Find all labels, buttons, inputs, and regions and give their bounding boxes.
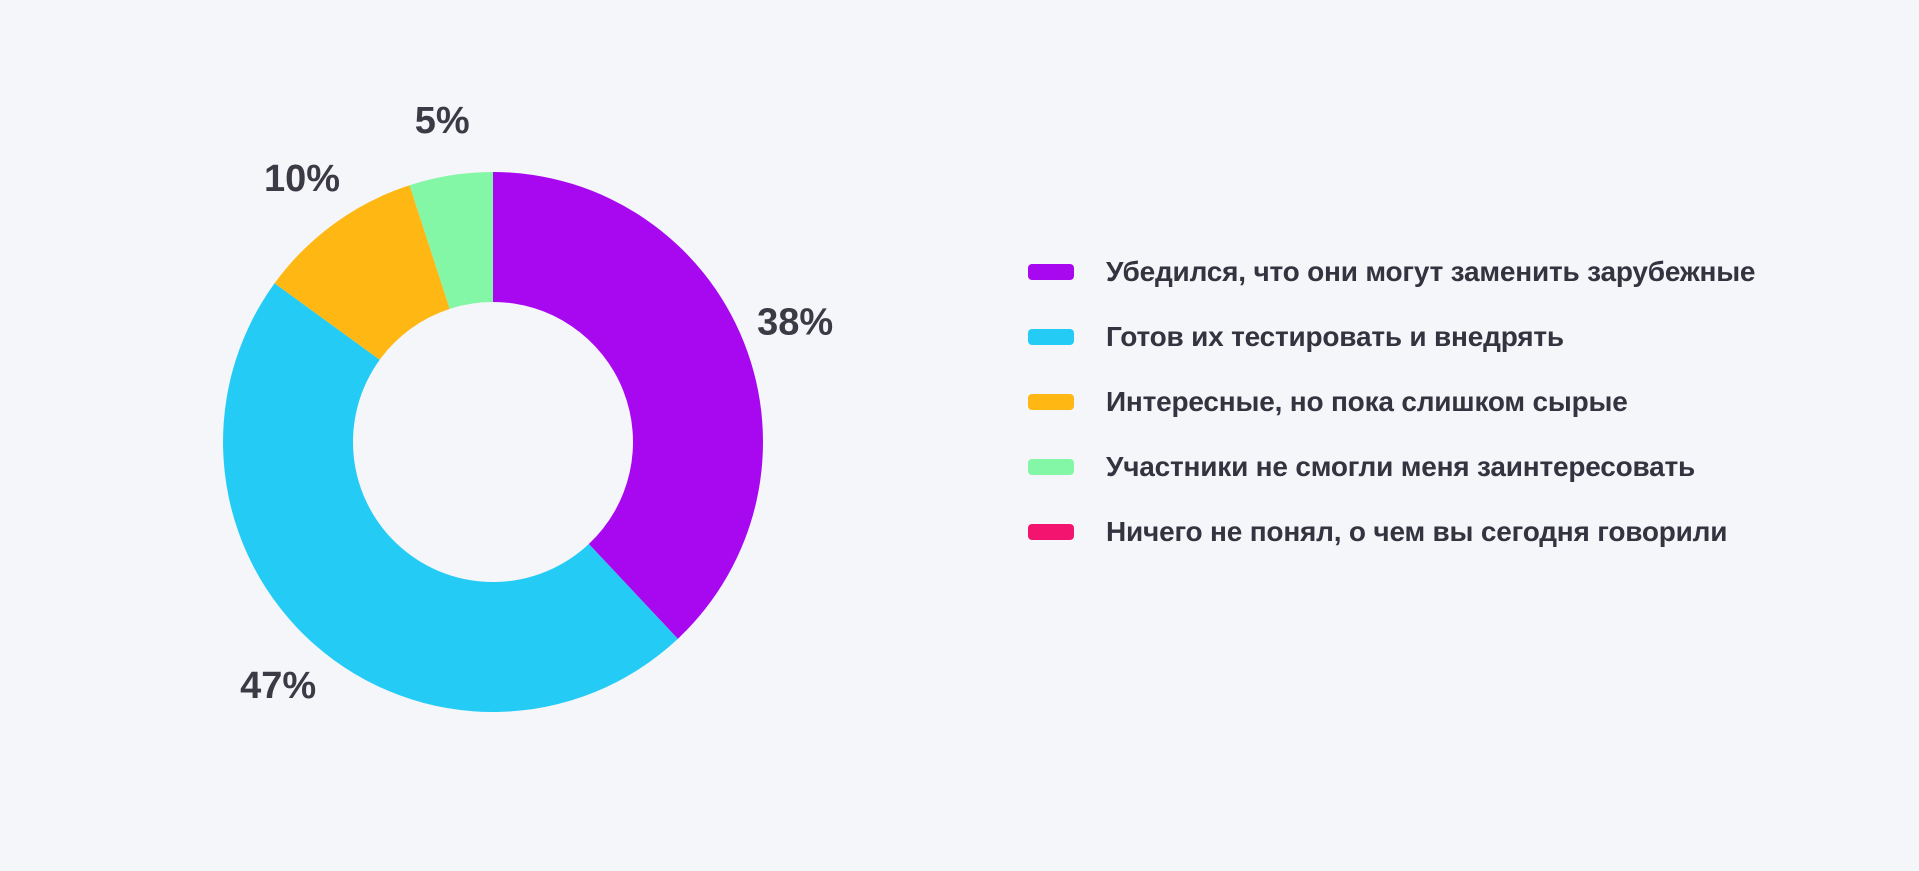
legend-swatch — [1028, 524, 1074, 540]
legend-item-label: Интересные, но пока слишком сырые — [1106, 386, 1628, 417]
legend-swatch — [1028, 264, 1074, 280]
donut-slice — [493, 172, 764, 639]
legend-swatch — [1028, 459, 1074, 475]
legend-item: Интересные, но пока слишком сырые — [1028, 377, 1755, 427]
slice-value-label: 10% — [264, 158, 340, 200]
slice-value-label: 5% — [415, 100, 470, 142]
legend-item-label: Убедился, что они могут заменить зарубеж… — [1106, 256, 1756, 287]
donut-slice — [409, 172, 493, 309]
legend-item: Участники не смогли меня заинтересовать — [1028, 442, 1755, 492]
legend-item-label: Ничего не понял, о чем вы сегодня говори… — [1106, 516, 1728, 547]
legend-item-label: Участники не смогли меня заинтересовать — [1106, 451, 1696, 482]
legend-item: Ничего не понял, о чем вы сегодня говори… — [1028, 507, 1755, 557]
legend-item: Убедился, что они могут заменить зарубеж… — [1028, 247, 1755, 297]
legend: Убедился, что они могут заменить зарубеж… — [1028, 247, 1755, 572]
slice-value-label: 38% — [757, 301, 833, 343]
legend-swatch — [1028, 329, 1074, 345]
donut-slice — [223, 283, 678, 712]
legend-swatch — [1028, 394, 1074, 410]
donut-slice — [274, 185, 450, 360]
legend-item-label: Готов их тестировать и внедрять — [1106, 321, 1564, 352]
legend-item: Готов их тестировать и внедрять — [1028, 312, 1755, 362]
slice-value-label: 47% — [240, 665, 316, 707]
